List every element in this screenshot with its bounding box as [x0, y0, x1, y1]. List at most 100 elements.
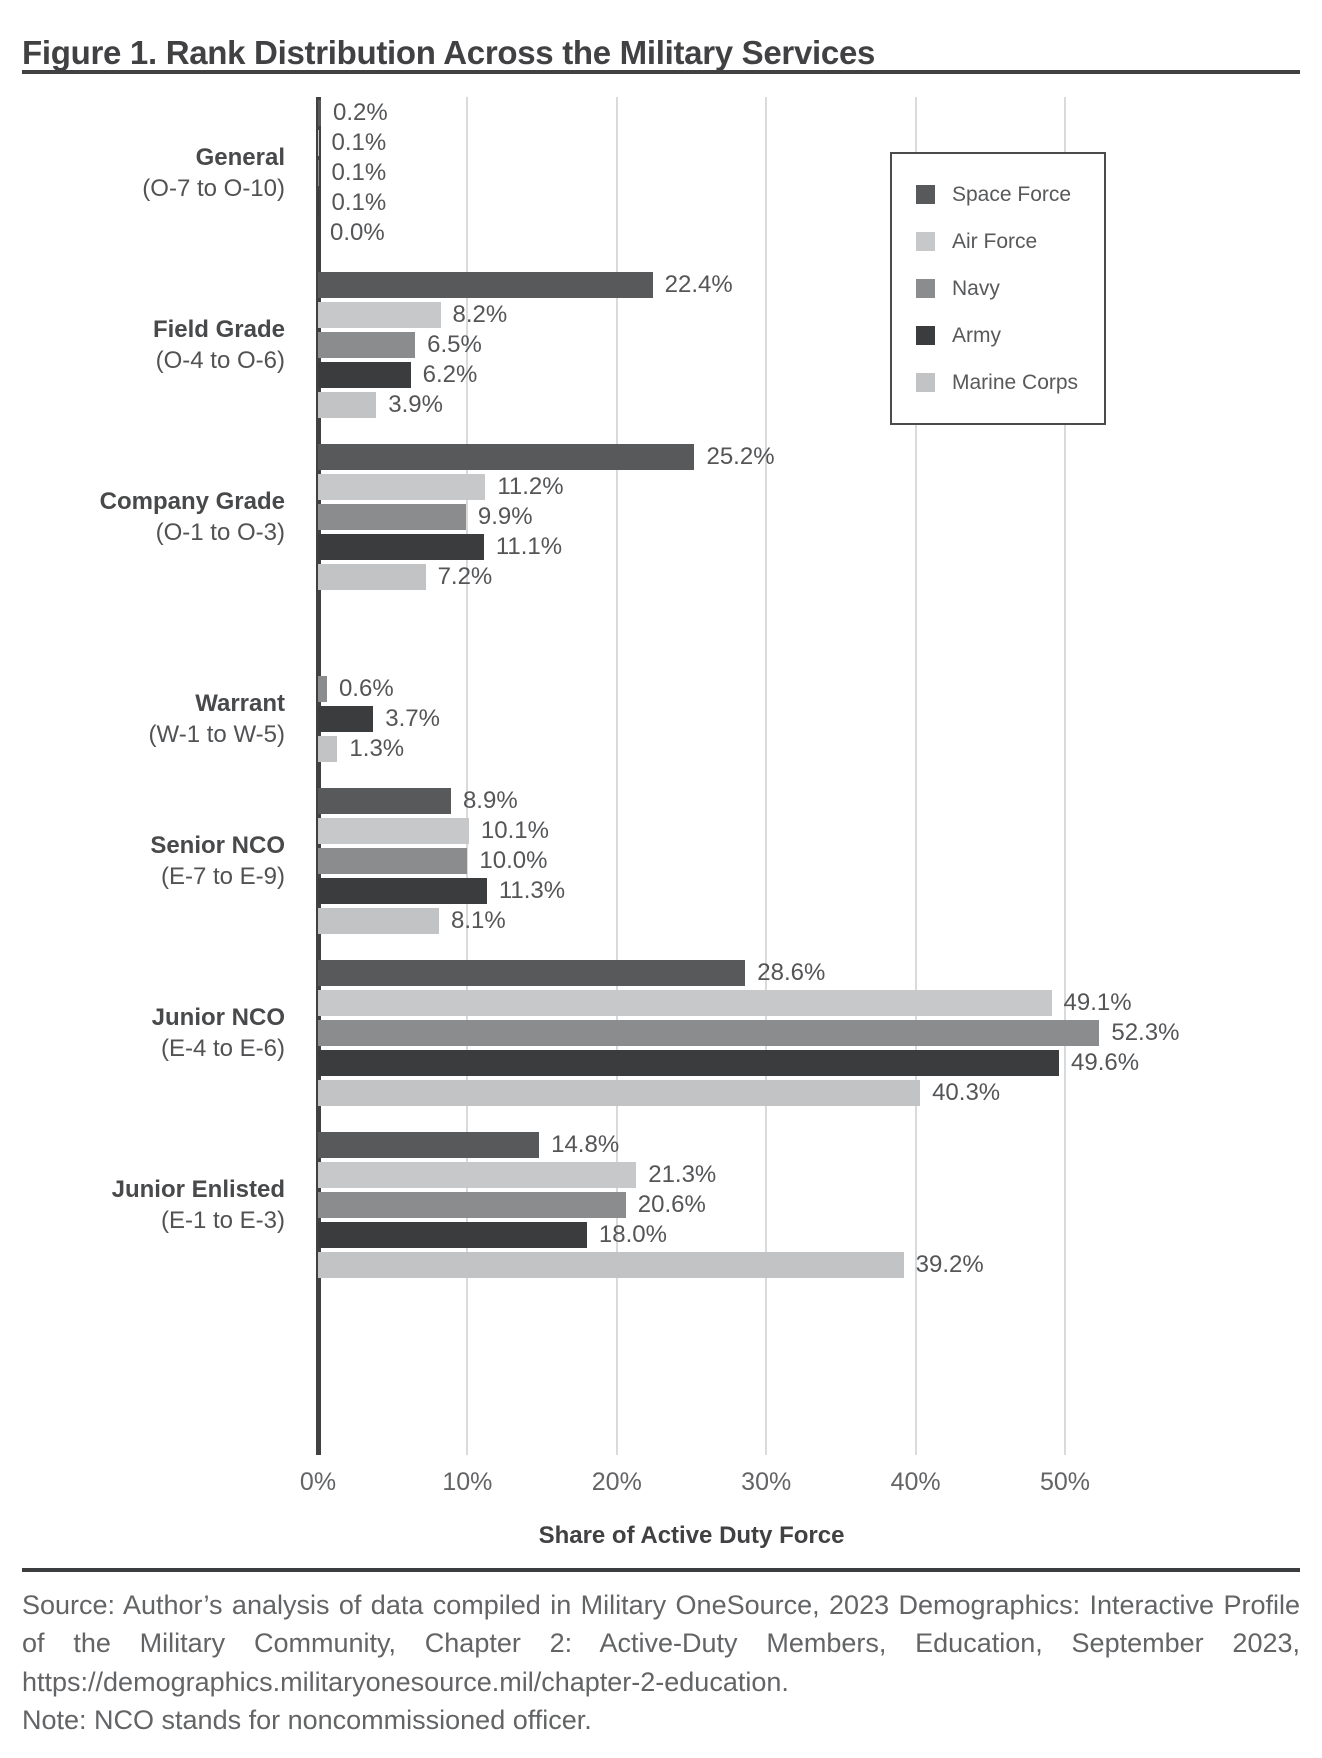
category-label-junior-nco: Junior NCO (E-4 to E-6) [22, 958, 285, 1108]
bar-row: 11.1% [318, 534, 562, 560]
bar-space-force [318, 444, 695, 470]
bar-row: 11.2% [318, 474, 564, 500]
y-axis-line [315, 97, 321, 1455]
bar-row: 8.9% [318, 788, 518, 814]
category-label-senior-nco: Senior NCO (E-7 to E-9) [22, 786, 285, 936]
category-label-field-grade: Field Grade (O-4 to O-6) [22, 270, 285, 420]
title-rule [22, 70, 1300, 74]
bar-row: 14.8% [318, 1132, 619, 1158]
bar-air-force [318, 818, 469, 844]
bar-marine-corps [318, 736, 338, 762]
bar-row: 25.2% [318, 444, 775, 470]
category-range: (O-7 to O-10) [142, 175, 285, 202]
bar-navy [318, 504, 466, 530]
bar-row: 0.6% [318, 676, 394, 702]
category-range: (E-1 to E-3) [160, 1207, 285, 1234]
x-tick-label: 10% [442, 1468, 493, 1496]
gridline-30 [765, 97, 768, 1455]
bar-space-force [318, 100, 321, 126]
bar-air-force [318, 302, 441, 328]
x-tick-label: 30% [741, 1468, 792, 1496]
bar-row: 3.7% [318, 706, 440, 732]
bar-navy [318, 848, 468, 874]
bar-row: 0.0% [318, 220, 385, 246]
legend-label: Army [952, 323, 1001, 347]
legend-label: Space Force [952, 182, 1072, 206]
bar-value-label: 0.1% [331, 189, 387, 216]
legend-item-marine-corps: Marine Corps [916, 359, 1104, 406]
category-name: Field Grade [152, 316, 285, 343]
bar-row: 11.3% [318, 878, 565, 904]
category-name: General [195, 144, 285, 171]
category-axis: General (O-7 to O-10) Field Grade (O-4 to O… [0, 97, 285, 1455]
bar-value-label: 9.9% [477, 503, 533, 530]
x-tick-label: 20% [591, 1468, 642, 1496]
footer-rule [22, 1568, 1300, 1572]
legend-swatch-icon [916, 326, 935, 345]
bar-value-label: 8.9% [462, 787, 518, 814]
category-range: (W-1 to W-5) [148, 721, 285, 748]
legend-label: Navy [952, 276, 1000, 300]
category-label-junior-enlisted: Junior Enlisted (E-1 to E-3) [22, 1130, 285, 1280]
bar-air-force [318, 1162, 637, 1188]
bar-value-label: 28.6% [757, 959, 826, 986]
gridline-40 [914, 97, 917, 1455]
bar-army [318, 1222, 587, 1248]
category-name: Junior Enlisted [111, 1176, 285, 1203]
bar-army [318, 190, 320, 216]
bar-value-label: 0.2% [332, 99, 388, 126]
bar-row: 6.2% [318, 362, 477, 388]
bar-row: 52.3% [318, 1020, 1179, 1046]
category-range: (O-4 to O-6) [155, 347, 285, 374]
bar-value-label: 25.2% [706, 443, 775, 470]
bar-value-label: 18.0% [598, 1221, 667, 1248]
bar-value-label: 0.6% [338, 675, 394, 702]
category-name: Company Grade [99, 488, 285, 515]
bar-value-label: 7.2% [437, 563, 493, 590]
bar-row: 3.9% [318, 392, 443, 418]
bar-navy [318, 1020, 1100, 1046]
bar-row: 9.9% [318, 504, 533, 530]
bar-row: 22.4% [318, 272, 733, 298]
x-tick-label: 0% [299, 1468, 337, 1496]
figure-title: Figure 1. Rank Distribution Across the M… [22, 34, 876, 72]
bar-marine-corps [318, 392, 377, 418]
bar-value-label: 1.3% [349, 735, 405, 762]
bar-space-force [318, 960, 746, 986]
bar-row: 40.3% [318, 1080, 1000, 1106]
bar-row: 0.2% [318, 100, 388, 126]
bar-air-force [318, 130, 320, 156]
bar-army [318, 706, 374, 732]
category-range: (E-7 to E-9) [160, 863, 285, 890]
bar-navy [318, 1192, 626, 1218]
bar-value-label: 22.4% [664, 271, 733, 298]
bar-navy [318, 676, 327, 702]
category-range: (E-4 to E-6) [160, 1035, 285, 1062]
bar-row: 8.2% [318, 302, 507, 328]
bar-value-label: 20.6% [637, 1191, 706, 1218]
bar-value-label: 11.1% [495, 533, 563, 560]
category-name: Junior NCO [151, 1004, 285, 1031]
bar-value-label: 40.3% [932, 1079, 1001, 1106]
bar-row: 0.1% [318, 130, 386, 156]
legend: Space Force Air Force Navy Army Marine Corps [890, 152, 1106, 425]
bar-value-label: 6.5% [427, 331, 482, 358]
bar-navy [318, 160, 320, 186]
legend-item-army: Army [916, 312, 1104, 359]
x-tick-label: 50% [1039, 1468, 1091, 1496]
bar-row: 8.1% [318, 908, 506, 934]
bar-value-label: 8.2% [452, 301, 508, 328]
bar-row: 10.1% [318, 818, 549, 844]
bar-row: 49.1% [318, 990, 1132, 1016]
bar-army [318, 362, 411, 388]
bar-army [318, 878, 487, 904]
category-label-warrant: Warrant (W-1 to W-5) [22, 674, 285, 764]
bar-space-force [318, 272, 653, 298]
bar-value-label: 3.7% [385, 705, 440, 732]
bar-row: 10.0% [318, 848, 547, 874]
bar-value-label: 6.2% [422, 361, 478, 388]
bar-value-label: 14.8% [551, 1131, 620, 1158]
bar-value-label: 21.3% [648, 1161, 717, 1188]
bar-value-label: 49.6% [1071, 1049, 1140, 1076]
bar-value-label: 10.1% [480, 817, 549, 844]
